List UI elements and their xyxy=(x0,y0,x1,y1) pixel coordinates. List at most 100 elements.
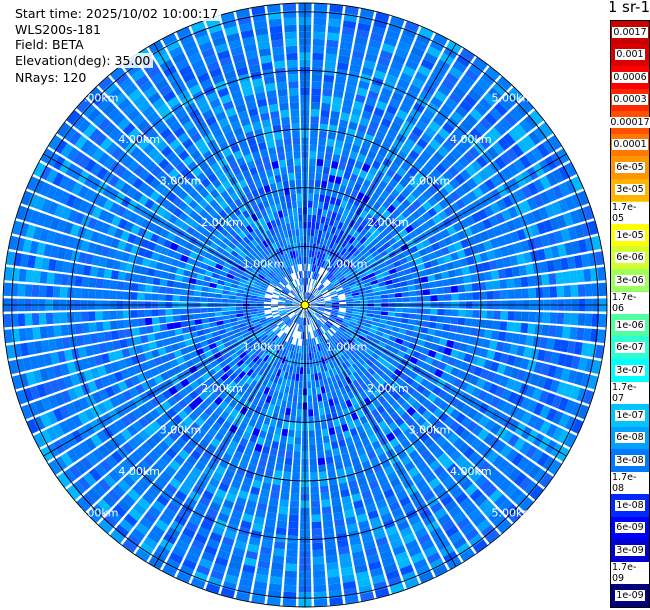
ray-gate xyxy=(459,381,469,392)
ray-gate xyxy=(242,332,251,338)
ray-gate xyxy=(52,423,65,438)
ray-gate xyxy=(318,285,325,292)
ray-gate xyxy=(427,392,438,403)
ray-gate xyxy=(266,4,281,13)
ray-gate xyxy=(310,307,318,310)
ray-gate xyxy=(175,161,187,173)
ray-gate xyxy=(284,457,293,466)
ray-gate xyxy=(300,331,303,339)
ray-gate xyxy=(508,87,523,102)
ray-gate xyxy=(405,376,414,386)
ray-gate xyxy=(528,287,537,299)
ray-gate xyxy=(322,81,334,90)
ray-gate xyxy=(297,207,303,215)
ray-gate xyxy=(432,33,448,46)
ray-gate xyxy=(245,50,258,60)
ray-gate xyxy=(352,434,361,444)
ray-gate xyxy=(265,82,276,92)
ray-gate xyxy=(228,390,237,399)
ray-gate xyxy=(110,238,120,249)
ray-gate xyxy=(390,477,402,488)
ray-gate xyxy=(169,359,179,368)
ray-gate xyxy=(230,250,239,258)
range-label: 3.00km xyxy=(409,423,451,436)
ray-gate xyxy=(413,39,428,52)
ray-gate xyxy=(463,326,472,335)
ray-gate xyxy=(332,153,341,163)
ray-gate xyxy=(266,140,275,149)
ray-gate xyxy=(282,130,292,139)
ray-gate xyxy=(298,278,302,286)
ray-gate xyxy=(425,173,437,185)
ray-gate xyxy=(344,509,355,519)
ray-gate xyxy=(135,522,150,536)
ray-gate xyxy=(237,285,246,291)
ray-gate xyxy=(378,420,388,430)
ray-gate xyxy=(117,359,127,370)
ray-gate xyxy=(255,509,266,519)
ray-gate xyxy=(263,439,272,448)
ray-gate xyxy=(352,298,361,301)
ray-gate xyxy=(267,318,275,323)
ray-gate xyxy=(201,177,211,188)
ray-gate xyxy=(375,12,390,23)
ray-gate xyxy=(96,166,109,180)
ray-gate xyxy=(472,411,484,424)
ray-gate xyxy=(412,251,421,260)
ray-gate xyxy=(445,445,457,457)
ray-gate xyxy=(275,275,282,282)
ray-gate xyxy=(296,345,300,353)
ray-gate xyxy=(332,242,338,251)
ray-gate xyxy=(442,458,454,470)
ray-gate xyxy=(313,3,328,12)
ray-gate xyxy=(185,172,196,183)
ray-gate xyxy=(374,299,382,303)
ray-gate xyxy=(260,148,269,158)
ray-gate xyxy=(493,122,507,136)
ray-gate xyxy=(275,203,282,212)
ray-gate xyxy=(331,311,339,315)
ray-gate xyxy=(282,471,292,480)
ray-gate xyxy=(211,228,220,237)
ray-gate xyxy=(401,401,411,411)
ray-gate xyxy=(27,193,39,208)
ray-gate xyxy=(317,144,326,153)
ray-gate xyxy=(521,311,529,322)
ray-gate xyxy=(303,277,305,285)
ray-gate xyxy=(198,144,210,155)
ray-gate xyxy=(358,15,373,26)
ray-gate xyxy=(396,167,407,177)
ray-gate xyxy=(17,313,26,327)
ray-gate xyxy=(331,335,338,342)
ray-gate xyxy=(160,331,169,339)
ray-gate xyxy=(53,364,63,378)
ray-gate xyxy=(342,581,357,590)
ray-gate xyxy=(140,238,150,249)
ray-gate xyxy=(41,339,50,353)
ray-gate xyxy=(367,150,377,160)
ray-gate xyxy=(418,353,428,362)
ray-gate xyxy=(317,151,325,160)
ray-gate xyxy=(375,63,389,74)
ray-gate xyxy=(173,425,185,437)
ray-gate xyxy=(363,282,372,288)
ray-gate xyxy=(557,353,567,367)
ray-gate xyxy=(257,310,265,314)
ray-gate xyxy=(388,178,399,189)
ray-gate xyxy=(310,307,317,311)
ray-gate xyxy=(178,449,190,460)
ray-gate xyxy=(66,448,79,463)
ray-gate xyxy=(340,567,354,576)
ray-gate xyxy=(414,71,428,83)
ray-gate xyxy=(502,256,512,268)
ray-gate xyxy=(353,43,367,53)
ray-gate xyxy=(310,307,317,312)
ray-gate xyxy=(555,325,564,338)
ray-gate xyxy=(330,292,338,296)
ray-gate xyxy=(84,159,97,173)
ray-gate xyxy=(255,244,263,253)
ray-gate xyxy=(39,228,50,242)
ray-gate xyxy=(373,381,382,390)
ray-gate xyxy=(219,382,228,391)
ray-gate xyxy=(390,60,404,72)
